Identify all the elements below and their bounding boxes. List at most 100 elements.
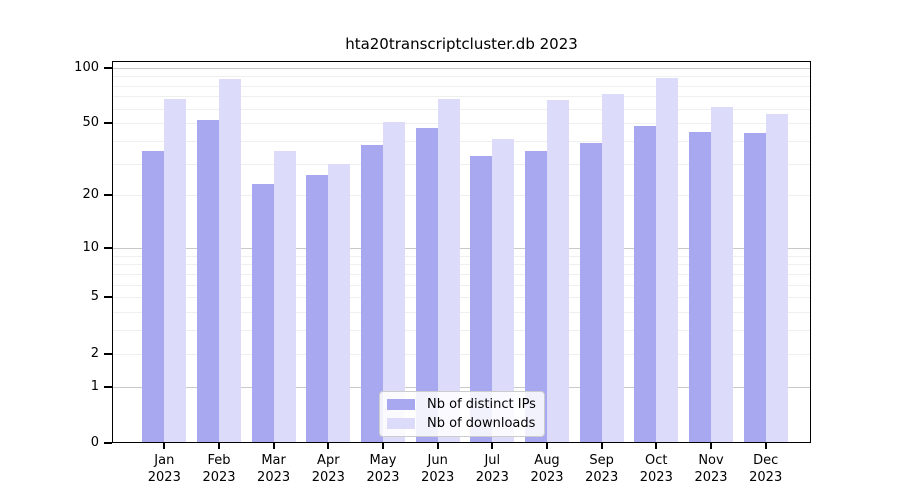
bar-nb-of-distinct-ips-aug xyxy=(525,151,547,443)
bar-nb-of-distinct-ips-may xyxy=(361,144,383,443)
x-tickmark-mar xyxy=(272,443,275,449)
x-tickmark-aug xyxy=(546,443,548,449)
bar-nb-of-downloads-aug xyxy=(547,99,569,443)
y-tick-label-10: 10 xyxy=(82,239,99,255)
x-tick-month-aug: Aug xyxy=(534,453,560,468)
gridline-minor-2 xyxy=(112,353,811,355)
y-tick-label-0: 0 xyxy=(90,435,99,450)
legend-label-downloads: Nb of downloads xyxy=(427,416,536,431)
y-tickmark-100 xyxy=(104,66,112,69)
y-tickmark-20 xyxy=(104,194,112,197)
x-tick-month-dec: Dec xyxy=(753,453,779,468)
x-tickmark-feb xyxy=(218,443,220,449)
gridline-minor-7 xyxy=(112,273,811,275)
gridline-minor-9 xyxy=(112,255,811,257)
x-tick-year-aug: 2023 xyxy=(530,470,564,485)
y-tick-label-5: 5 xyxy=(90,289,99,305)
gridline-minor-4 xyxy=(112,312,811,314)
bar-nb-of-downloads-apr xyxy=(328,163,351,443)
gridline-minor-70 xyxy=(112,96,811,98)
gridline-minor-30 xyxy=(112,163,811,165)
gridline-minor-20 xyxy=(112,195,811,197)
x-tick-year-dec: 2023 xyxy=(749,470,783,485)
x-tickmark-jan xyxy=(163,443,166,449)
x-tick-year-sep: 2023 xyxy=(585,470,619,485)
bar-nb-of-downloads-may xyxy=(383,121,405,443)
bar-nb-of-downloads-nov xyxy=(711,107,733,443)
x-tick-month-jul: Jul xyxy=(484,453,501,468)
gridline-minor-40 xyxy=(112,140,811,142)
x-tick-year-apr: 2023 xyxy=(311,470,345,485)
chart-title: hta20transcriptcluster.db 2023 xyxy=(345,35,578,53)
x-tickmark-oct xyxy=(655,443,658,449)
x-tick-month-jun: Jun xyxy=(427,453,448,468)
x-tick-label-sep: Sep 2023 xyxy=(572,452,632,486)
legend: Nb of distinct IPs Nb of downloads xyxy=(379,391,545,437)
y-tick-label-50: 50 xyxy=(82,115,99,131)
x-tick-month-jan: Jan xyxy=(154,453,175,468)
legend-item-downloads: Nb of downloads xyxy=(387,416,537,431)
bar-nb-of-downloads-jan xyxy=(164,98,187,443)
gridline-minor-3 xyxy=(112,330,811,332)
gridline-minor-80 xyxy=(112,85,811,87)
x-tick-month-apr: Apr xyxy=(317,453,340,468)
bar-nb-of-distinct-ips-jan xyxy=(142,151,165,443)
bar-nb-of-distinct-ips-mar xyxy=(251,184,274,443)
x-tick-year-jul: 2023 xyxy=(475,470,509,485)
x-tick-year-nov: 2023 xyxy=(694,470,728,485)
bar-nb-of-distinct-ips-jun xyxy=(415,128,438,443)
gridline-major-1 xyxy=(112,386,811,388)
bar-nb-of-distinct-ips-nov xyxy=(689,131,711,443)
x-tick-month-nov: Nov xyxy=(698,453,724,468)
y-tickmark-1 xyxy=(104,385,112,388)
y-tickmark-50 xyxy=(104,122,112,125)
x-tick-month-may: May xyxy=(369,453,397,468)
x-tick-year-mar: 2023 xyxy=(257,470,291,485)
x-tick-year-may: 2023 xyxy=(366,470,400,485)
gridline-major-10 xyxy=(112,247,811,249)
x-tickmark-jul xyxy=(491,443,494,449)
y-tickmark-2 xyxy=(104,352,112,355)
x-tick-label-may: May 2023 xyxy=(353,452,413,486)
y-tick-label-100: 100 xyxy=(74,59,99,75)
legend-item-distinct-ips: Nb of distinct IPs xyxy=(387,397,537,412)
x-tickmark-jun xyxy=(436,443,439,449)
y-tickmark-10 xyxy=(104,246,112,249)
legend-swatch-downloads xyxy=(387,418,415,429)
x-tick-label-jul: Jul 2023 xyxy=(462,452,522,486)
x-tick-label-jan: Jan 2023 xyxy=(134,452,194,486)
bar-nb-of-distinct-ips-dec xyxy=(743,133,766,443)
bar-nb-of-distinct-ips-jul xyxy=(470,156,493,443)
x-tick-label-nov: Nov 2023 xyxy=(681,452,741,486)
x-tick-year-jun: 2023 xyxy=(421,470,455,485)
x-tick-label-dec: Dec 2023 xyxy=(736,452,796,486)
bar-nb-of-downloads-sep xyxy=(601,93,624,443)
gridline-minor-50 xyxy=(112,123,811,125)
x-tickmark-dec xyxy=(764,443,767,449)
x-tickmark-sep xyxy=(600,443,603,449)
y-tick-label-1: 1 xyxy=(90,378,99,394)
y-tickmark-5 xyxy=(104,296,112,299)
x-tick-label-aug: Aug 2023 xyxy=(517,452,577,486)
x-tick-year-feb: 2023 xyxy=(202,470,236,485)
x-tick-year-oct: 2023 xyxy=(639,470,673,485)
gridline-minor-6 xyxy=(112,284,811,286)
bar-nb-of-downloads-jul xyxy=(492,138,515,443)
bar-nb-of-downloads-jun xyxy=(437,98,460,443)
x-tick-label-feb: Feb 2023 xyxy=(189,452,249,486)
x-tick-label-oct: Oct 2023 xyxy=(626,452,686,486)
plot-area xyxy=(112,61,811,443)
x-tick-month-sep: Sep xyxy=(589,453,614,468)
bar-nb-of-distinct-ips-feb xyxy=(197,120,219,443)
bar-nb-of-downloads-dec xyxy=(765,114,788,443)
gridline-minor-5 xyxy=(112,297,811,299)
x-tick-label-jun: Jun 2023 xyxy=(408,452,468,486)
x-tick-year-jan: 2023 xyxy=(147,470,181,485)
gridline-minor-90 xyxy=(112,76,811,77)
bar-nb-of-downloads-feb xyxy=(219,78,241,443)
legend-swatch-distinct-ips xyxy=(387,399,415,410)
y-tickmark-0 xyxy=(104,442,112,444)
bar-nb-of-downloads-mar xyxy=(273,151,296,443)
x-tickmark-nov xyxy=(710,443,712,449)
